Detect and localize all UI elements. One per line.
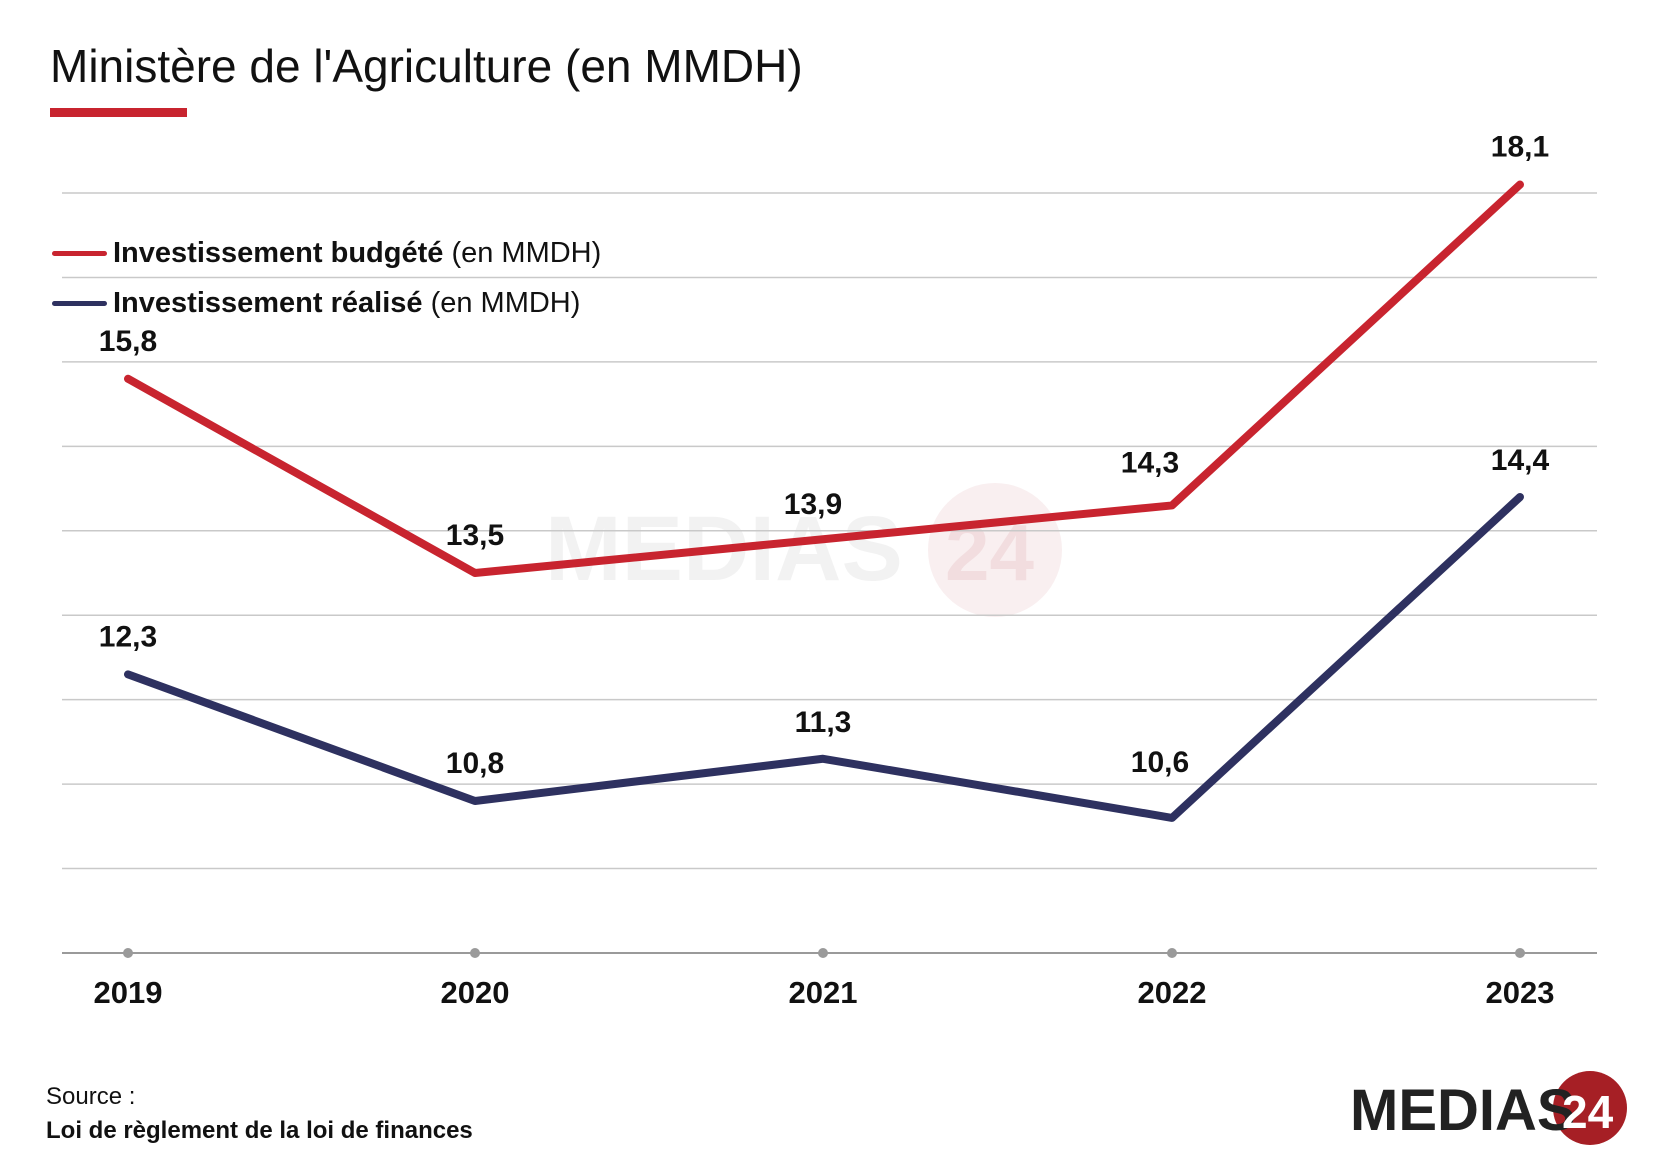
legend-swatch-budget xyxy=(52,250,107,256)
title-accent-bar xyxy=(50,108,187,117)
x-tick-label: 2019 xyxy=(94,975,163,1010)
legend-label-realized: Investissement réalisé (en MMDH) xyxy=(113,286,581,319)
data-label: 18,1 xyxy=(1491,131,1549,164)
legend-swatch-realized xyxy=(52,300,107,306)
x-tick-label: 2021 xyxy=(789,975,858,1010)
data-label: 14,4 xyxy=(1491,444,1550,477)
data-label: 13,5 xyxy=(446,519,504,552)
legend-item-realized: Investissement réalisé (en MMDH) xyxy=(52,278,601,328)
series-lines xyxy=(124,180,1524,822)
x-axis: 2019 2020 2021 2022 2023 xyxy=(62,948,1597,1010)
logo-text: MEDIAS xyxy=(1350,1078,1576,1143)
data-label: 13,9 xyxy=(784,488,842,521)
data-label: 10,6 xyxy=(1131,746,1189,779)
data-labels: 15,8 13,5 13,9 14,3 18,1 12,3 10,8 11,3 10,6 14,4 xyxy=(99,131,1550,780)
data-label: 10,8 xyxy=(446,747,504,780)
grid-lines xyxy=(62,192,1597,870)
x-tick-dot xyxy=(1167,948,1177,958)
x-tick-label: 2022 xyxy=(1138,975,1207,1010)
legend-item-budget: Investissement budgété (en MMDH) xyxy=(52,228,601,278)
chart-title-unit: (en MMDH) xyxy=(565,40,803,92)
x-tick-dot xyxy=(1515,948,1525,958)
logo-number: 24 xyxy=(1562,1086,1614,1138)
medias24-logo: MEDIAS 24 xyxy=(1350,1071,1627,1145)
series-line-realized xyxy=(124,493,1524,822)
logo-circle xyxy=(1553,1071,1627,1145)
data-label: 12,3 xyxy=(99,620,157,653)
legend: Investissement budgété (en MMDH) Investi… xyxy=(52,228,601,328)
x-tick-dot xyxy=(818,948,828,958)
x-tick-dot xyxy=(123,948,133,958)
chart-title-main: Ministère de l'Agriculture xyxy=(50,40,553,92)
source-text: Loi de règlement de la loi de finances xyxy=(46,1117,473,1144)
x-tick-label: 2023 xyxy=(1486,975,1555,1010)
source-label: Source : xyxy=(46,1083,136,1110)
chart-title: Ministère de l'Agriculture (en MMDH) xyxy=(50,38,803,94)
data-label: 14,3 xyxy=(1121,446,1179,479)
series-line-budget xyxy=(124,180,1524,577)
source-note: Source : Loi de règlement de la loi de f… xyxy=(46,1080,473,1148)
data-label: 15,8 xyxy=(99,325,157,358)
data-label: 11,3 xyxy=(795,706,852,739)
legend-label-budget: Investissement budgété (en MMDH) xyxy=(113,236,602,269)
x-tick-label: 2020 xyxy=(441,975,510,1010)
x-tick-dot xyxy=(470,948,480,958)
